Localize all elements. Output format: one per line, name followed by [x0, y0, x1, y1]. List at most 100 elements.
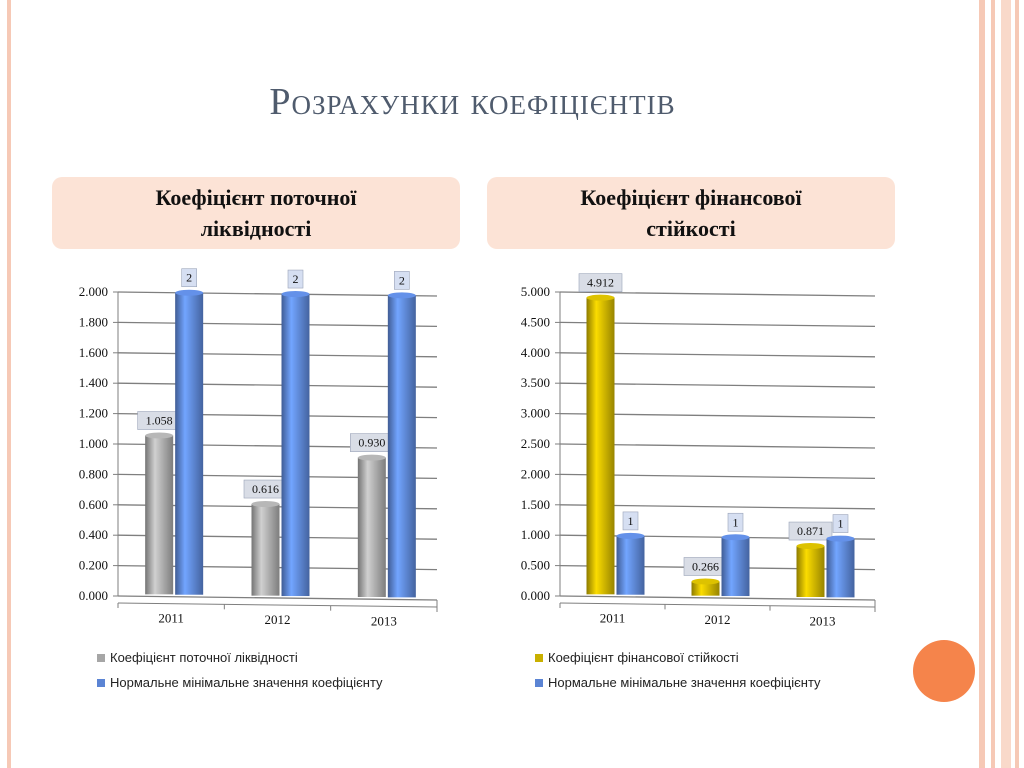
chart-1-heading-line1: Коефіцієнт поточної: [155, 185, 357, 210]
legend-swatch: [535, 678, 543, 687]
y-tick-label: 4.500: [521, 314, 550, 329]
gridline: [559, 595, 876, 601]
y-tick-label: 5.000: [521, 284, 550, 299]
y-tick-label: 0.000: [521, 588, 550, 603]
data-label: 2: [399, 273, 405, 287]
bar-cap: [251, 501, 280, 508]
legend-item: Коефіцієнт поточної ліквідності: [97, 650, 383, 665]
data-label: 0.616: [252, 482, 279, 496]
data-label: 1.058: [146, 414, 173, 428]
bar: [387, 295, 416, 598]
data-label: 0.871: [797, 524, 824, 538]
data-label: 0.930: [358, 436, 385, 450]
x-axis-floor: [117, 602, 438, 608]
y-tick-label: 0.000: [79, 588, 108, 603]
y-tick-label: 2.000: [521, 466, 550, 481]
bar: [826, 538, 855, 598]
gridline: [117, 291, 438, 297]
x-tick-label: 2011: [158, 611, 184, 626]
gridline: [117, 352, 438, 358]
bar-cap: [721, 534, 750, 541]
x-axis-floor: [559, 602, 876, 608]
data-label: 1: [628, 514, 634, 528]
data-label: 4.912: [587, 276, 614, 290]
legend-label: Нормальне мінімальне значення коефіцієнт…: [548, 675, 821, 690]
data-label: 2: [186, 271, 192, 285]
chart-1-heading-line2: ліквідності: [200, 216, 312, 241]
gridline: [117, 595, 438, 601]
bar-cap: [387, 292, 416, 299]
bar-cap: [616, 532, 645, 539]
x-tick-label: 2013: [371, 613, 397, 628]
data-label-box: [832, 514, 849, 533]
data-label: 2: [293, 272, 299, 286]
bar: [357, 457, 386, 598]
bar: [586, 297, 615, 595]
bar: [616, 535, 645, 595]
y-tick-label: 0.500: [521, 558, 550, 573]
left-frame-line: [7, 0, 11, 768]
legend-label: Коефіцієнт фінансової стійкості: [548, 650, 739, 665]
data-label-box: [788, 521, 833, 541]
bar: [721, 537, 750, 597]
y-tick-label: 1.400: [79, 375, 108, 390]
chart-2-heading-line1: Коефіцієнт фінансової: [580, 185, 802, 210]
bar: [796, 546, 825, 598]
bar-cap: [691, 578, 720, 585]
gridline: [117, 382, 438, 388]
y-tick-label: 0.800: [79, 466, 108, 481]
legend-swatch: [535, 653, 543, 662]
bar-cap: [357, 454, 386, 461]
bar-cap: [281, 291, 310, 298]
slide-title: Розрахунки коефіцієнтів: [269, 81, 676, 123]
legend-item: Нормальне мінімальне значення коефіцієнт…: [535, 675, 821, 690]
legend-item: Коефіцієнт фінансової стійкості: [535, 650, 821, 665]
bar: [145, 435, 174, 595]
bar: [281, 294, 310, 597]
bar-cap: [826, 535, 855, 542]
chart-1-legend: Коефіцієнт поточної ліквідності Нормальн…: [97, 650, 383, 700]
data-label-box: [287, 269, 304, 289]
bar-cap: [796, 543, 825, 550]
y-tick-label: 4.000: [521, 345, 550, 360]
data-label-box: [578, 273, 623, 292]
bar: [251, 504, 280, 596]
y-tick-label: 0.600: [79, 497, 108, 512]
data-label-box: [181, 268, 197, 288]
bar: [175, 292, 204, 595]
right-frame-stripes: [979, 0, 1024, 768]
y-tick-label: 0.400: [79, 527, 108, 542]
data-label-box: [622, 511, 639, 531]
data-label: 1: [733, 515, 739, 529]
bar-cap: [175, 289, 204, 296]
chart-current-liquidity: 0.000 0.200 0.400 0.600 0.800 1.000 1.200 1.400…: [79, 268, 438, 628]
decorative-orange-circle: [913, 640, 975, 702]
legend-item: Нормальне мінімальне значення коефіцієнт…: [97, 675, 383, 690]
y-tick-label: 2.000: [79, 284, 108, 299]
y-tick-label: 1.600: [79, 345, 108, 360]
data-label: 0.266: [692, 559, 719, 573]
y-tick-label: 2.500: [521, 436, 550, 451]
y-tick-label: 1.000: [521, 527, 550, 542]
chart-1-heading-box: Коефіцієнт поточної ліквідності: [52, 177, 460, 249]
y-tick-label: 1.500: [521, 497, 550, 512]
chart-2-heading-box: Коефіцієнт фінансової стійкості: [487, 177, 895, 249]
y-tick-label: 1.800: [79, 314, 108, 329]
chart-2-legend: Коефіцієнт фінансової стійкості Нормальн…: [535, 650, 821, 700]
data-label-box: [394, 271, 410, 290]
data-label: 1: [838, 517, 844, 531]
y-tick-label: 1.200: [79, 406, 108, 421]
bar: [691, 581, 720, 596]
legend-label: Коефіцієнт поточної ліквідності: [110, 650, 298, 665]
gridline: [559, 291, 876, 297]
bar-cap: [586, 294, 615, 301]
chart-2-heading-line2: стійкості: [646, 216, 736, 241]
gridline: [117, 321, 438, 328]
y-tick-label: 3.500: [521, 375, 550, 390]
data-label-box: [727, 512, 744, 532]
y-tick-label: 3.000: [521, 406, 550, 421]
x-tick-label: 2011: [600, 611, 626, 626]
bar-cap: [145, 432, 174, 439]
legend-swatch: [97, 678, 105, 687]
y-tick-label: 0.200: [79, 558, 108, 573]
